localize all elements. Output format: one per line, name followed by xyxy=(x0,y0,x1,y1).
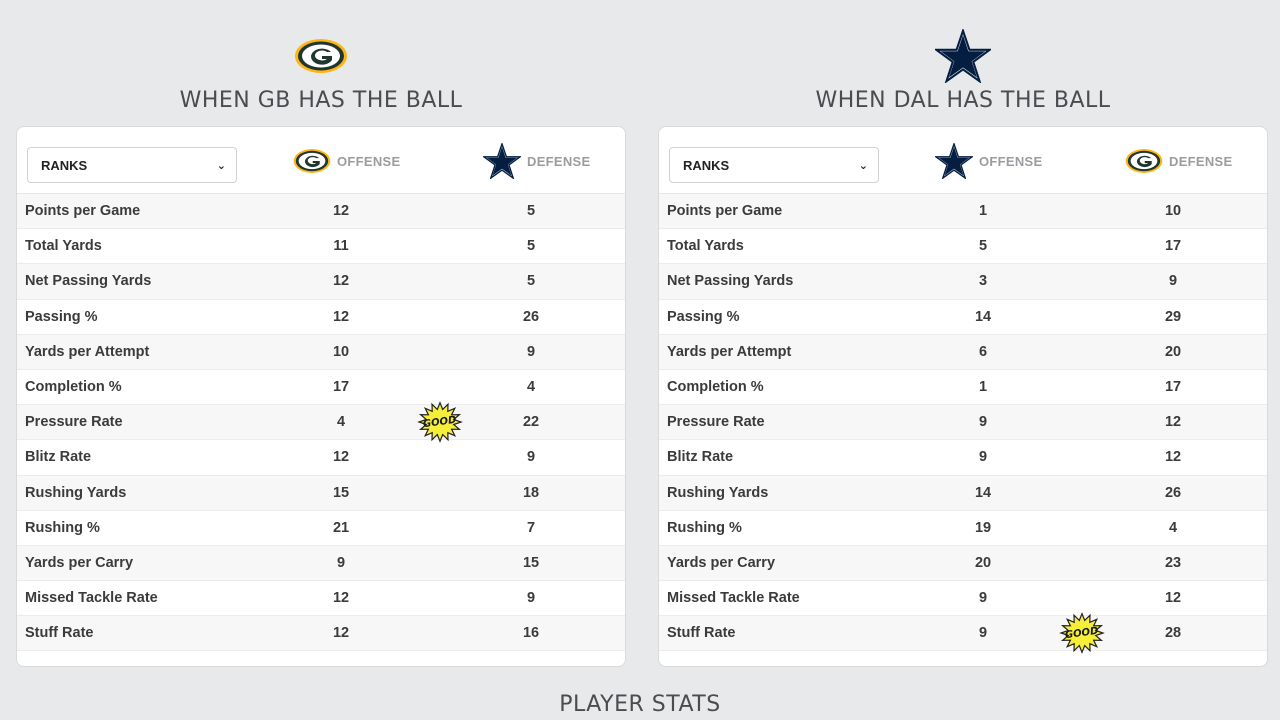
good-badge-icon: GOOD xyxy=(1059,612,1105,655)
packers-logo-icon xyxy=(293,149,331,173)
ranks-select[interactable]: RANKS ⌄ xyxy=(27,147,237,183)
cowboys-star-icon xyxy=(935,29,991,83)
packers-logo-icon xyxy=(293,32,349,80)
stat-label: Stuff Rate xyxy=(25,625,94,642)
stat-label: Blitz Rate xyxy=(25,449,92,466)
table-row: Net Passing Yards 3 9 xyxy=(659,264,1267,300)
table-row: Points per Game 1 10 xyxy=(659,194,1267,230)
offense-column-header: OFFENSE xyxy=(935,143,1043,179)
offense-column-label: OFFENSE xyxy=(337,153,401,169)
stat-label: Blitz Rate xyxy=(667,449,734,466)
table-row: Completion % 17 4 xyxy=(17,370,625,406)
stat-label: Net Passing Yards xyxy=(667,273,794,290)
table-row: Blitz Rate 12 9 xyxy=(17,440,625,476)
stat-label: Rushing Yards xyxy=(25,484,127,501)
table-header: RANKS ⌄ OFFENSE DEFENSE xyxy=(659,127,1267,194)
table-body: Points per Game 1 10 Total Yards 5 17 Net Pass… xyxy=(659,194,1267,655)
good-badge-icon: GOOD xyxy=(417,401,463,444)
table-row: Pressure Rate 4 22 GOOD xyxy=(17,401,625,444)
stat-label: Missed Tackle Rate xyxy=(667,590,800,607)
table-row: Stuff Rate 12 16 xyxy=(17,616,625,652)
cowboys-star-icon xyxy=(483,143,521,179)
defense-column-label: DEFENSE xyxy=(1169,153,1233,169)
defense-column-label: DEFENSE xyxy=(527,153,591,169)
table-row: Total Yards 11 5 xyxy=(17,229,625,265)
stat-label: Completion % xyxy=(25,379,122,396)
stat-label: Rushing % xyxy=(667,519,742,536)
table-row: Yards per Carry 20 23 xyxy=(659,545,1267,582)
stat-label: Net Passing Yards xyxy=(25,273,152,290)
stat-label: Total Yards xyxy=(25,238,102,255)
table-row: Yards per Attempt 6 20 xyxy=(659,334,1267,370)
section-title: WHEN GB HAS THE BALL xyxy=(179,88,463,113)
table-row: Missed Tackle Rate 12 9 xyxy=(17,581,625,617)
offense-column-label: OFFENSE xyxy=(979,153,1043,169)
stat-label: Yards per Carry xyxy=(667,554,776,571)
chevron-down-icon: ⌄ xyxy=(216,159,226,172)
stat-label: Completion % xyxy=(667,379,764,396)
table-row: Pressure Rate 9 12 xyxy=(659,405,1267,441)
table-row: Stuff Rate 9 28 GOOD xyxy=(659,612,1267,655)
chevron-down-icon: ⌄ xyxy=(858,159,868,172)
stat-label: Passing % xyxy=(25,308,98,325)
player-stats-heading: PLAYER STATS xyxy=(559,692,721,717)
table-row: Yards per Attempt 10 9 xyxy=(17,334,625,370)
stat-label: Pressure Rate xyxy=(667,414,765,431)
stat-label: Rushing % xyxy=(25,519,100,536)
ranks-table-card: RANKS ⌄ OFFENSE DEFENSE Points xyxy=(658,126,1268,667)
stat-label: Yards per Carry xyxy=(25,554,134,571)
table-row: Rushing Yards 15 18 xyxy=(17,475,625,511)
table-row: Passing % 14 29 xyxy=(659,300,1267,335)
table-row: Points per Game 12 5 xyxy=(17,194,625,230)
stat-label: Missed Tackle Rate xyxy=(25,590,158,607)
table-row: Missed Tackle Rate 9 12 xyxy=(659,581,1267,617)
table-header: RANKS ⌄ OFFENSE DEFENSE xyxy=(17,127,625,194)
stat-label: Rushing Yards xyxy=(667,484,769,501)
section-title: WHEN DAL HAS THE BALL xyxy=(815,88,1111,113)
stat-label: Yards per Attempt xyxy=(667,343,792,360)
defense-column-header: DEFENSE xyxy=(1125,145,1233,177)
table-row: Rushing % 19 4 xyxy=(659,511,1267,546)
ranks-table-card: RANKS ⌄ OFFENSE DEFENSE Points xyxy=(16,126,626,667)
stat-label: Pressure Rate xyxy=(25,414,123,431)
stat-label: Total Yards xyxy=(667,238,744,255)
table-row: Total Yards 5 17 xyxy=(659,229,1267,265)
stat-label: Stuff Rate xyxy=(667,625,736,642)
stat-label: Points per Game xyxy=(25,203,141,220)
table-row: Blitz Rate 9 12 xyxy=(659,440,1267,476)
cowboys-star-icon xyxy=(935,143,973,179)
table-row: Rushing Yards 14 26 xyxy=(659,475,1267,511)
stat-label: Passing % xyxy=(667,308,740,325)
ranks-select[interactable]: RANKS ⌄ xyxy=(669,147,879,183)
table-row: Completion % 1 17 xyxy=(659,370,1267,406)
packers-logo-icon xyxy=(1125,149,1163,173)
table-row: Yards per Carry 9 15 xyxy=(17,545,625,582)
stat-label: Yards per Attempt xyxy=(25,343,150,360)
select-value: RANKS xyxy=(683,157,730,173)
table-row: Rushing % 21 7 xyxy=(17,511,625,546)
table-row: Passing % 12 26 xyxy=(17,300,625,335)
table-body: Points per Game 12 5 Total Yards 11 5 Net Pass… xyxy=(17,194,625,652)
table-row: Net Passing Yards 12 5 xyxy=(17,264,625,300)
defense-column-header: DEFENSE xyxy=(483,143,591,179)
select-value: RANKS xyxy=(41,157,88,173)
offense-column-header: OFFENSE xyxy=(293,145,401,177)
stat-label: Points per Game xyxy=(667,203,783,220)
